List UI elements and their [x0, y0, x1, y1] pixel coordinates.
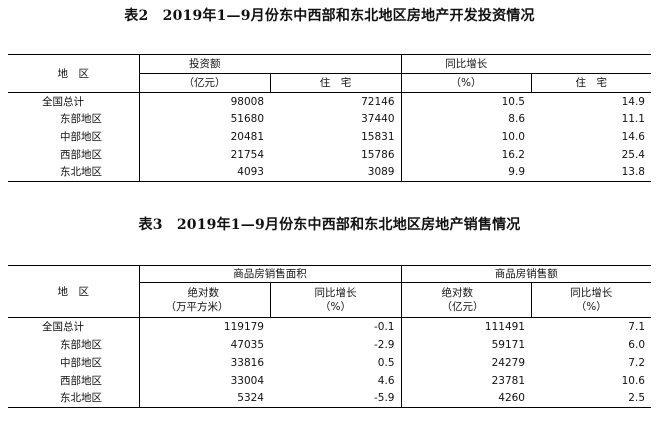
table2-investment: 地 区 投资额 同比增长 （亿元） 住 宅 （%） 住 宅 全国总计 98008… — [8, 54, 651, 182]
row-region: 西部地区 — [8, 145, 140, 164]
cell-sales-yoy: 2.5 — [531, 389, 651, 408]
header-sales-yoy-label: 同比增长 — [570, 287, 613, 299]
cell-sales: 23781 — [491, 374, 525, 387]
cell-yoy: 16.2 — [501, 148, 525, 161]
cell-sales-yoy: 7.1 — [628, 320, 645, 333]
row-region: 全国总计 — [8, 92, 140, 111]
header-investment-line1: 投资额 — [139, 54, 270, 74]
header-area-yoy-label: 同比增长 — [314, 287, 357, 299]
row-region: 全国总计 — [8, 317, 140, 336]
cell-residential: 15786 — [270, 145, 402, 164]
header-yoy-line1: 同比增长 — [401, 54, 531, 74]
header-sales-yoy: 同比增长 （%） — [531, 282, 651, 318]
row-region: 中部地区 — [8, 353, 140, 372]
table3-title: 表3 2019年1—9月份东中西部和东北地区房地产销售情况 — [138, 217, 521, 233]
cell-investment: 51680 — [230, 113, 264, 126]
table-row: 西部地区 33004 4.6 23781 10.6 — [8, 371, 651, 390]
header-area-group: 商品房销售面积 — [139, 265, 402, 283]
table-row: 西部地区 21754 15786 16.2 25.4 — [8, 145, 651, 164]
header-sales-yoy-unit: （%） — [575, 301, 607, 313]
cell-sales-yoy: 7.2 — [628, 356, 645, 369]
table-row: 全国总计 98008 72146 10.5 14.9 — [8, 92, 651, 111]
header-area-abs-unit: （万平方米） — [165, 301, 229, 313]
header-region: 地 区 — [8, 54, 140, 93]
cell-residential: 37440 — [270, 110, 402, 129]
cell-sales: 24279 — [491, 356, 525, 369]
header-region: 地 区 — [8, 265, 140, 318]
cell-residential: 3089 — [270, 163, 402, 182]
cell-area: 33004 — [230, 374, 264, 387]
header-area-abs-label: 绝对数 — [187, 287, 220, 299]
row-region: 东部地区 — [8, 335, 140, 354]
cell-yoy-residential: 11.1 — [621, 113, 645, 126]
table-row: 东部地区 47035 -2.9 59171 6.0 — [8, 335, 651, 354]
cell-yoy: 9.9 — [401, 163, 531, 182]
cell-yoy: 10.5 — [501, 95, 525, 108]
cell-yoy: 10.0 — [501, 130, 525, 143]
table-row: 中部地区 20481 15831 10.0 14.6 — [8, 128, 651, 146]
cell-sales-yoy: 6.0 — [628, 338, 645, 351]
table-row: 全国总计 119179 -0.1 111491 7.1 — [8, 317, 651, 336]
cell-sales: 59171 — [491, 338, 525, 351]
header-sales-abs: 绝对数 （亿元） — [401, 282, 532, 318]
cell-area-yoy: -2.9 — [270, 335, 402, 354]
row-region: 东北地区 — [8, 389, 140, 408]
header-investment-unit: （亿元） — [139, 73, 270, 93]
cell-investment: 21754 — [230, 148, 264, 161]
cell-investment: 20481 — [230, 130, 264, 143]
cell-yoy-residential: 14.6 — [621, 130, 645, 143]
header-sales-abs-unit: （亿元） — [441, 301, 484, 313]
row-region: 中部地区 — [8, 128, 140, 146]
cell-yoy-residential: 25.4 — [621, 148, 645, 161]
cell-yoy-residential: 14.9 — [621, 95, 645, 108]
cell-investment: 98008 — [230, 95, 264, 108]
header-yoy-residential: 住 宅 — [530, 73, 651, 93]
header-residential: 住 宅 — [269, 73, 402, 93]
table-row: 东部地区 51680 37440 8.6 11.1 — [8, 110, 651, 129]
cell-area: 119179 — [223, 320, 264, 333]
cell-area-yoy: 0.5 — [270, 353, 402, 372]
cell-area-yoy: 4.6 — [270, 371, 402, 390]
header-area-abs: 绝对数 （万平方米） — [139, 282, 271, 318]
cell-sales: 4260 — [401, 389, 531, 408]
row-region: 东北地区 — [8, 163, 140, 182]
cell-area: 5324 — [139, 389, 270, 408]
cell-area-yoy: -5.9 — [270, 389, 402, 408]
header-sales-abs-label: 绝对数 — [441, 287, 474, 299]
table3-sales: 地 区 商品房销售面积 商品房销售额 绝对数 （万平方米） 同比增长 （%） 绝… — [8, 265, 651, 408]
cell-yoy: 8.6 — [508, 113, 525, 126]
table-row: 中部地区 33816 0.5 24279 7.2 — [8, 353, 651, 372]
table2-title: 表2 2019年1—9月份东中西部和东北地区房地产开发投资情况 — [124, 8, 535, 24]
cell-yoy-residential: 13.8 — [531, 163, 651, 182]
cell-sales: 111491 — [484, 320, 525, 333]
table-row: 东北地区 5324 -5.9 4260 2.5 — [8, 389, 651, 408]
cell-residential: 15831 — [270, 128, 402, 146]
cell-sales-yoy: 10.6 — [621, 374, 645, 387]
header-yoy-unit: （%） — [401, 73, 531, 93]
cell-area: 47035 — [230, 338, 264, 351]
cell-residential: 72146 — [270, 92, 402, 111]
header-area-yoy-unit: （%） — [320, 301, 351, 313]
row-region: 东部地区 — [8, 110, 140, 129]
cell-area: 33816 — [230, 356, 264, 369]
cell-investment: 4093 — [139, 163, 270, 182]
header-sales-group: 商品房销售额 — [401, 265, 651, 283]
row-region: 西部地区 — [8, 371, 140, 390]
cell-area-yoy: -0.1 — [270, 317, 402, 336]
header-area-yoy: 同比增长 （%） — [270, 282, 402, 318]
table-row: 东北地区 4093 3089 9.9 13.8 — [8, 163, 651, 182]
